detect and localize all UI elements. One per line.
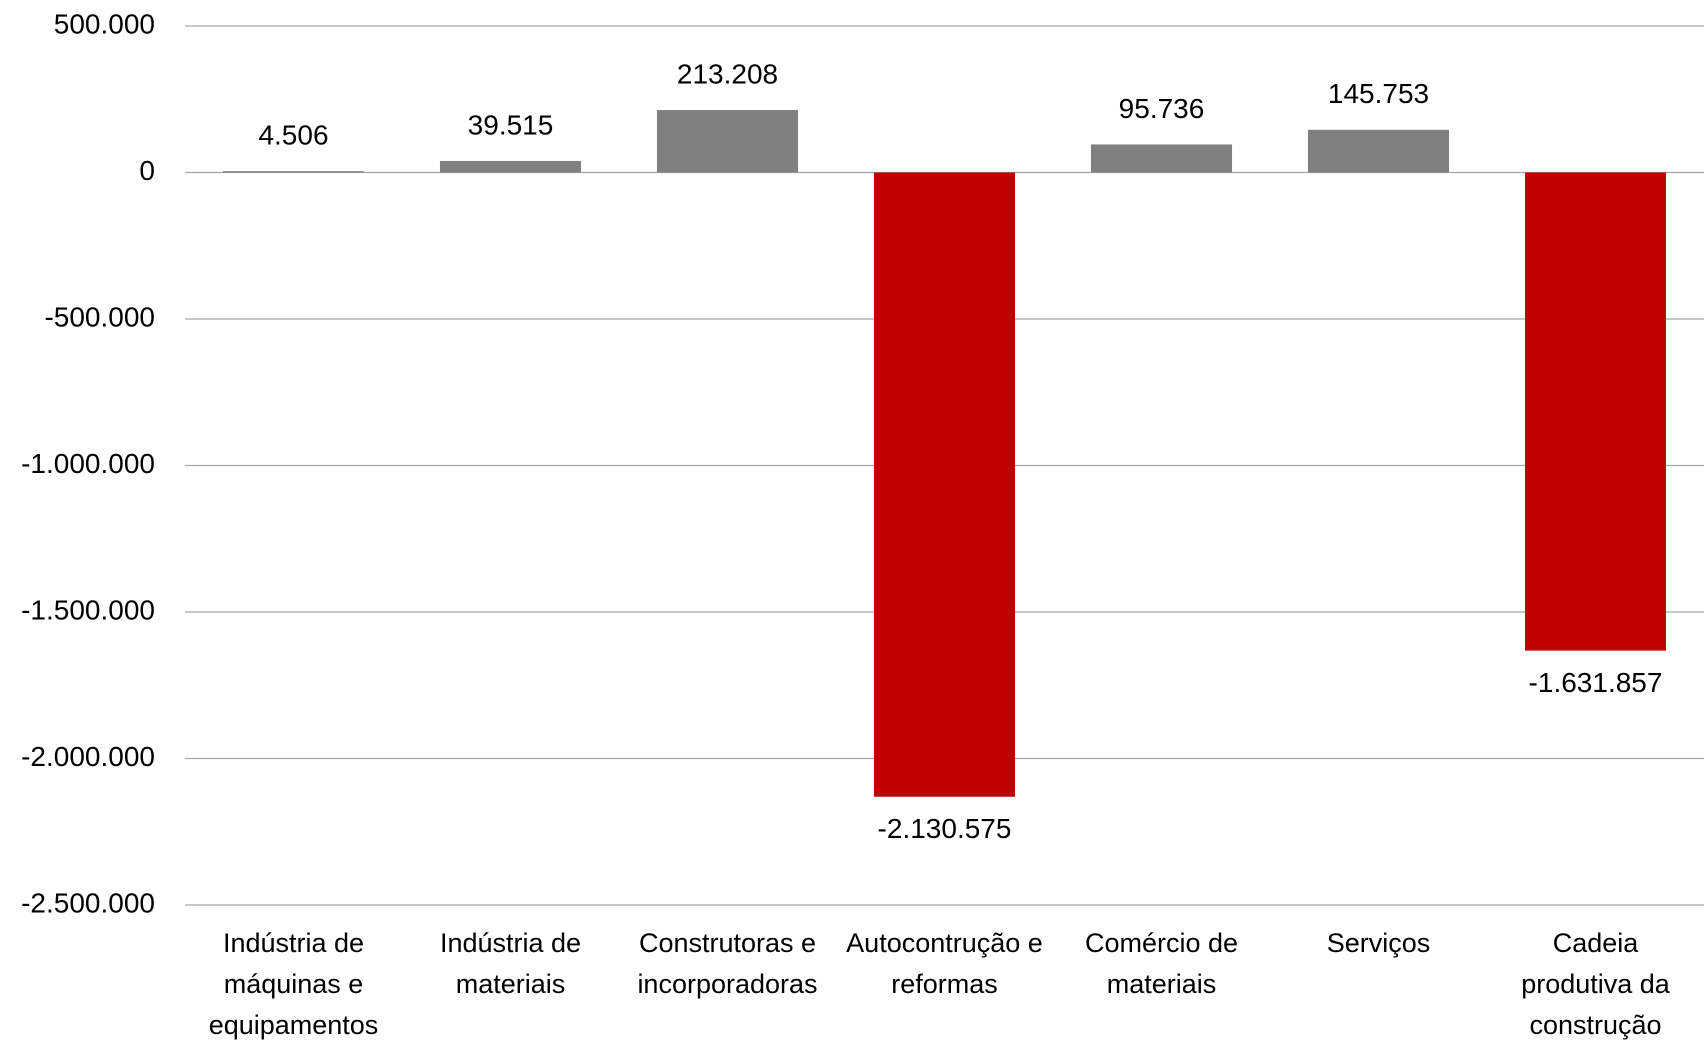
bar (873, 172, 1016, 797)
bar (656, 110, 799, 173)
y-tick-label: 0 (139, 155, 155, 186)
y-tick-label: -1.000.000 (21, 448, 155, 479)
x-tick-label: Indústria de materiais (439, 928, 582, 999)
x-tick-label: Serviços (1326, 928, 1431, 958)
bar (222, 171, 365, 173)
bar (439, 160, 582, 173)
value-label: -2.130.575 (878, 813, 1012, 844)
bar (1524, 172, 1667, 651)
value-label: 39.515 (468, 109, 554, 140)
y-tick-label: -500.000 (44, 301, 155, 332)
x-tick-label: Autocontrução e reformas (846, 928, 1043, 999)
value-label: 95.736 (1119, 93, 1205, 124)
value-label: 4.506 (258, 120, 328, 151)
value-label: 145.753 (1328, 78, 1429, 109)
x-tick-label: Indústria de máquinas e equipamentos (208, 928, 379, 1040)
value-label: 213.208 (677, 58, 778, 89)
x-tick-label: Construtoras e incorporadoras (637, 928, 818, 999)
value-label: -1.631.857 (1529, 667, 1663, 698)
x-tick-label: Cadeia produtiva da construção (1521, 928, 1670, 1040)
y-tick-label: 500.000 (54, 8, 155, 39)
y-tick-label: -2.500.000 (21, 887, 155, 918)
x-tick-label: Comércio de materiais (1084, 928, 1239, 999)
bar (1307, 129, 1450, 173)
bar (1090, 144, 1233, 173)
y-tick-label: -1.500.000 (21, 594, 155, 625)
y-tick-label: -2.000.000 (21, 741, 155, 772)
